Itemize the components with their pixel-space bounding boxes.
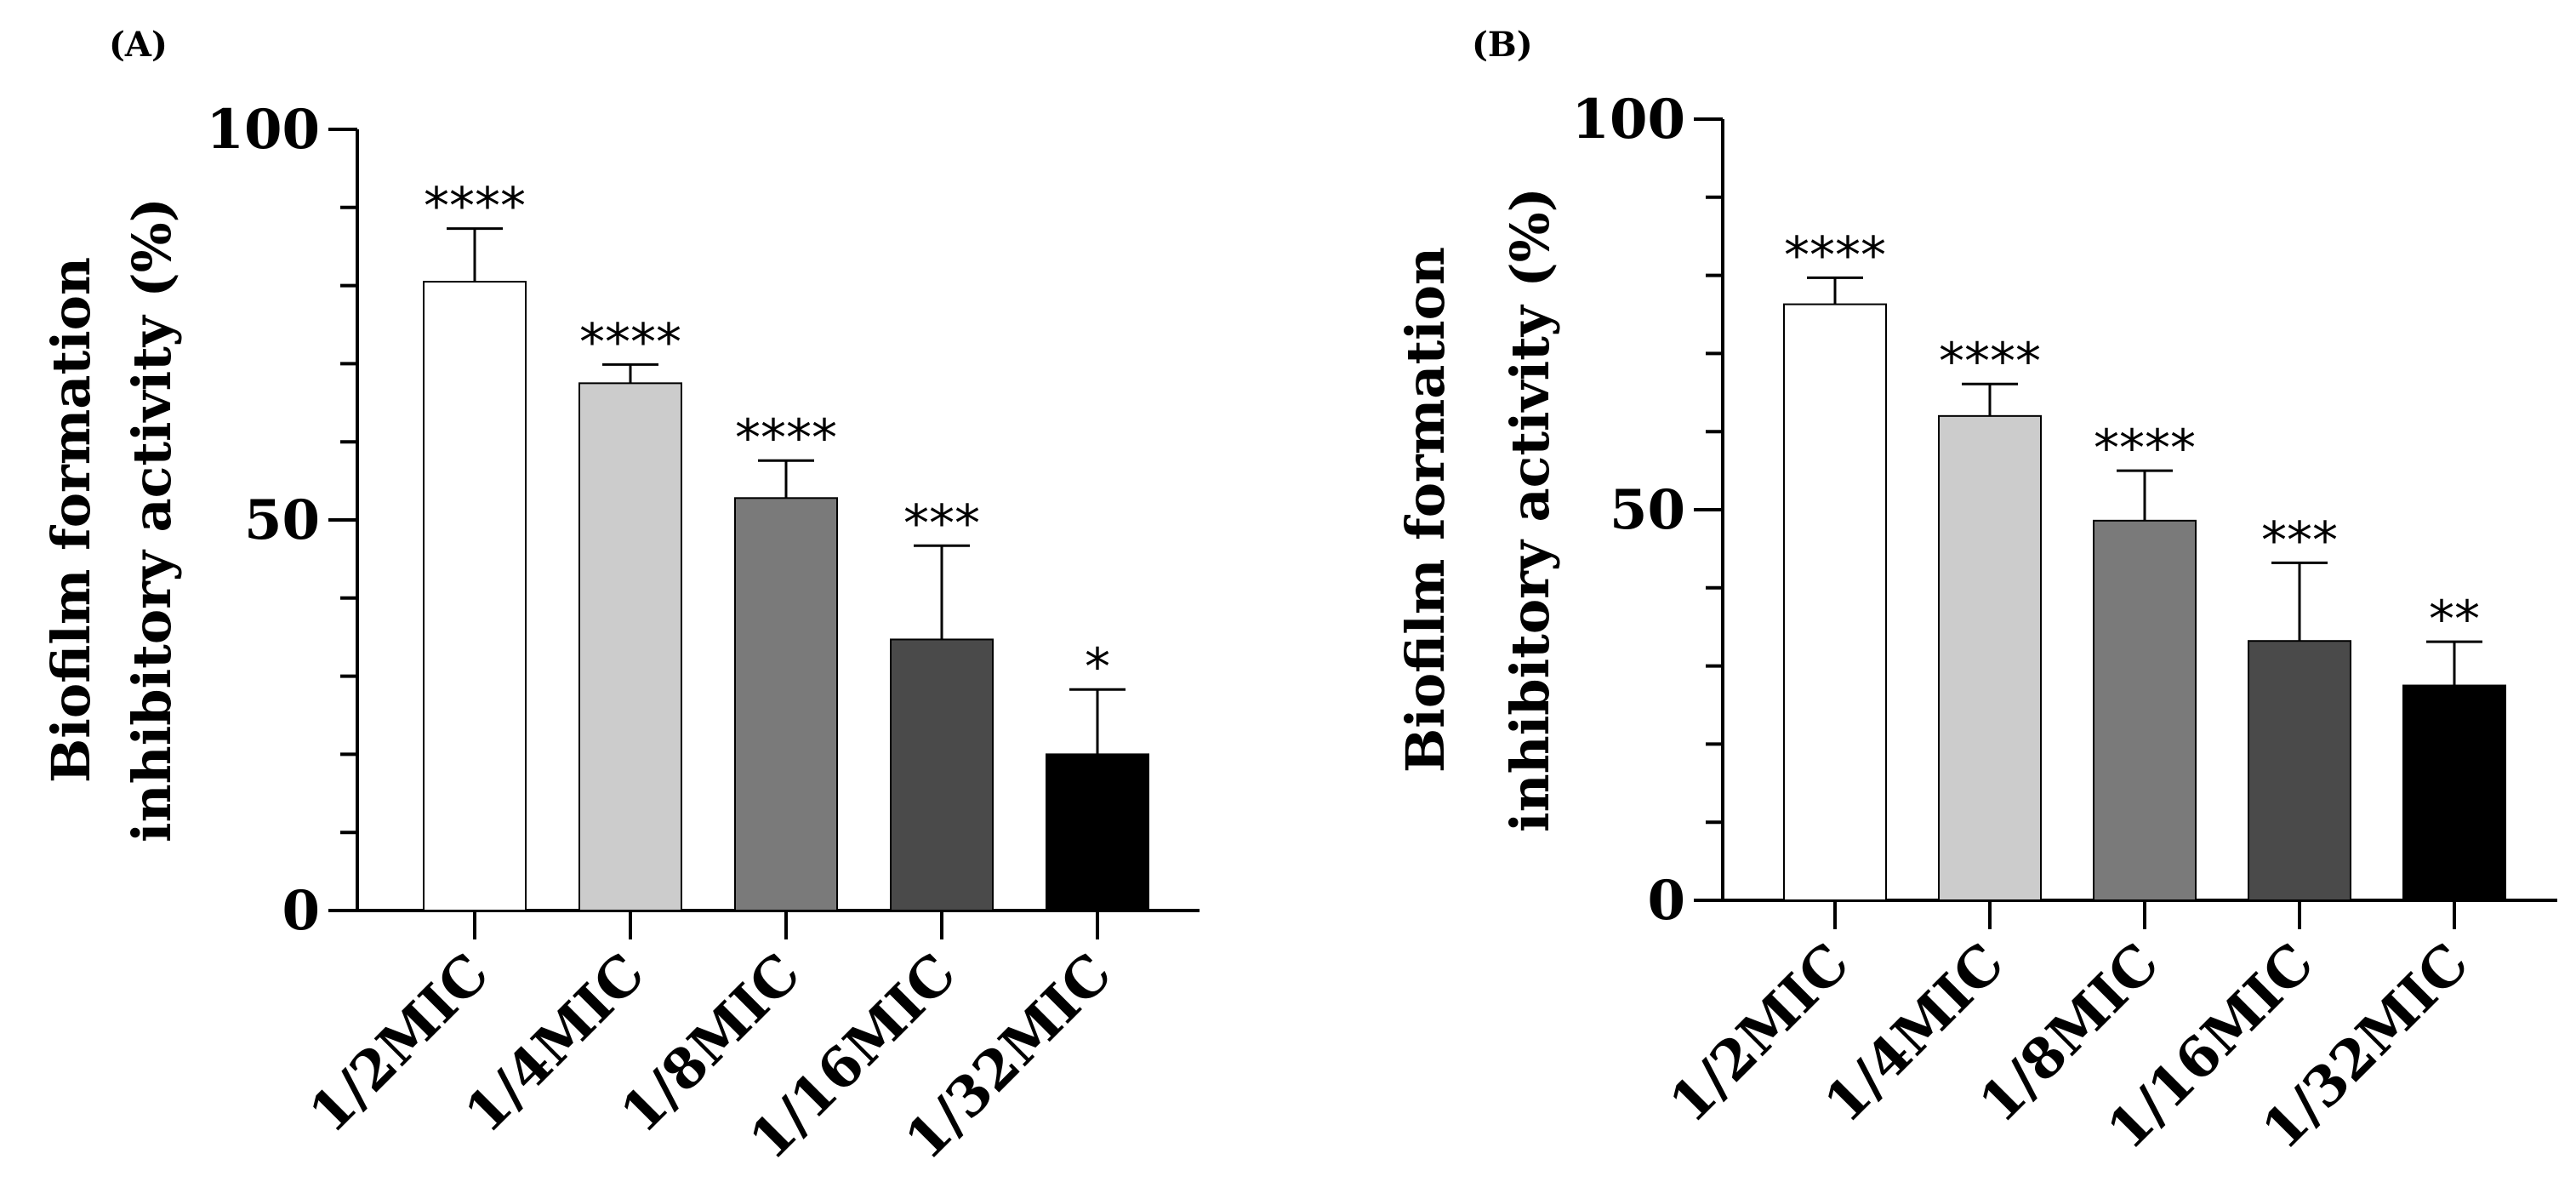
y-tick-label: 0 (282, 879, 320, 943)
significance-label: **** (735, 408, 837, 468)
bar-1/32MIC (2402, 684, 2506, 901)
panel-label: (B) (1472, 25, 1533, 65)
significance-label: **** (579, 312, 681, 372)
significance-label: **** (424, 177, 526, 237)
y-tick-label: 50 (244, 488, 320, 552)
bar-1/8MIC (2093, 519, 2197, 901)
bar-1/4MIC (578, 382, 682, 912)
y-axis-label-line-1: Biofilm formation (1394, 247, 1456, 773)
bar-1/2MIC (1783, 303, 1887, 902)
bar-1/16MIC (2248, 640, 2351, 901)
y-tick-label: 0 (1647, 869, 1685, 933)
significance-label: **** (1784, 226, 1886, 285)
significance-label: *** (903, 494, 980, 553)
y-tick-label: 100 (1571, 88, 1685, 151)
chart-panel-1: (A) Biofilm formation inhibitory activity … (40, 25, 1200, 1173)
significance-label: *** (2261, 511, 2338, 570)
y-tick-label: 50 (1610, 478, 1685, 542)
chart-panel-2: (B) Biofilm formation inhibitory activity … (1394, 25, 2557, 1162)
bar-1/32MIC (1046, 753, 1149, 912)
bar-1/4MIC (1938, 414, 2042, 901)
significance-label: **** (1939, 332, 2041, 391)
bar-1/8MIC (734, 497, 838, 912)
y-axis-label-line-1: Biofilm formation (40, 257, 102, 783)
significance-label: ** (2429, 590, 2480, 649)
significance-label: * (1085, 637, 1110, 697)
y-axis-label-line-2: inhibitory activity (%) (1499, 187, 1561, 832)
y-tick-label: 100 (206, 98, 320, 162)
y-axis-label-line-2: inhibitory activity (%) (121, 197, 183, 842)
bar-1/16MIC (890, 638, 994, 911)
significance-label: **** (2094, 419, 2196, 478)
panel-label: (A) (109, 25, 168, 65)
bar-1/2MIC (423, 281, 527, 911)
